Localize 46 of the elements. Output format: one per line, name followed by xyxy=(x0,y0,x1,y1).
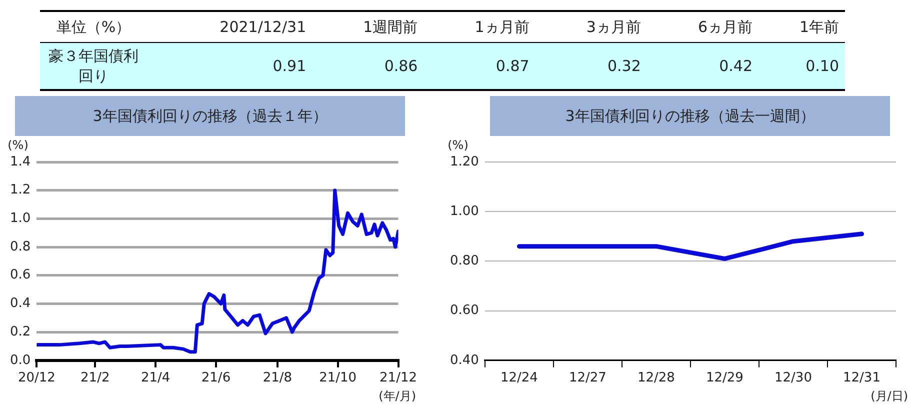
chart-title: 3年国債利回りの推移（過去一週間） xyxy=(490,96,890,136)
y-tick-label: 0.0 xyxy=(10,352,31,368)
category-label: 3ヵ月前 xyxy=(535,11,647,42)
x-tick-label: 21/12 xyxy=(380,370,417,386)
text: 豪３年国債利回り xyxy=(40,42,147,90)
x-axis-title: (月/日) xyxy=(870,389,908,404)
y-tick-label: 1.0 xyxy=(10,211,31,226)
x-axis-title: (年/月) xyxy=(378,389,416,404)
x-tick-label: 21/6 xyxy=(201,370,231,386)
text: 0.32 xyxy=(535,42,647,90)
y-tick-label: 1.20 xyxy=(450,154,479,170)
category-label: 1年前 xyxy=(758,11,845,42)
x-tick-label: 12/24 xyxy=(500,370,538,386)
text: 0.42 xyxy=(646,42,758,90)
y-tick-label: 0.2 xyxy=(10,324,31,340)
category-label: 1週間前 xyxy=(312,11,424,42)
category-label: 1ヵ月前 xyxy=(424,11,536,42)
y-tick-label: 1.00 xyxy=(450,204,479,219)
x-tick-label: 12/28 xyxy=(637,370,675,386)
y-axis-title: (%) xyxy=(448,138,468,152)
y-tick-label: 0.4 xyxy=(10,296,31,312)
text: 0.86 xyxy=(312,42,424,90)
x-tick-label: 12/31 xyxy=(843,370,880,386)
y-tick-label: 0.8 xyxy=(10,239,31,254)
y-tick-label: 1.2 xyxy=(10,182,31,198)
y-tick-label: 0.60 xyxy=(450,303,479,318)
x-tick-label: 12/27 xyxy=(568,370,606,386)
x-tick-label: 12/29 xyxy=(706,370,744,386)
x-tick-label: 20/12 xyxy=(18,370,56,386)
x-tick-label: 21/2 xyxy=(80,370,110,386)
y-axis-title: (%) xyxy=(8,138,28,152)
x-tick-label: 21/4 xyxy=(140,370,170,386)
y-tick-label: 0.40 xyxy=(450,352,479,368)
y-tick-label: 0.80 xyxy=(450,254,479,269)
chart-title: 3年国債利回りの推移（過去１年） xyxy=(15,96,405,136)
x-tick-label: 21/8 xyxy=(262,370,292,386)
y-tick-label: 0.6 xyxy=(10,268,31,283)
x-tick-label: 21/10 xyxy=(319,370,357,386)
y-tick-label: 1.4 xyxy=(10,154,31,170)
text: 0.10 xyxy=(758,42,845,90)
text: 0.87 xyxy=(424,42,536,90)
text: 0.91 xyxy=(147,42,312,90)
category-label: 6ヵ月前 xyxy=(646,11,758,42)
x-tick-label: 12/30 xyxy=(774,370,812,386)
category-label: 2021/12/31 xyxy=(147,11,312,42)
category-label: 単位（%） xyxy=(40,11,147,42)
